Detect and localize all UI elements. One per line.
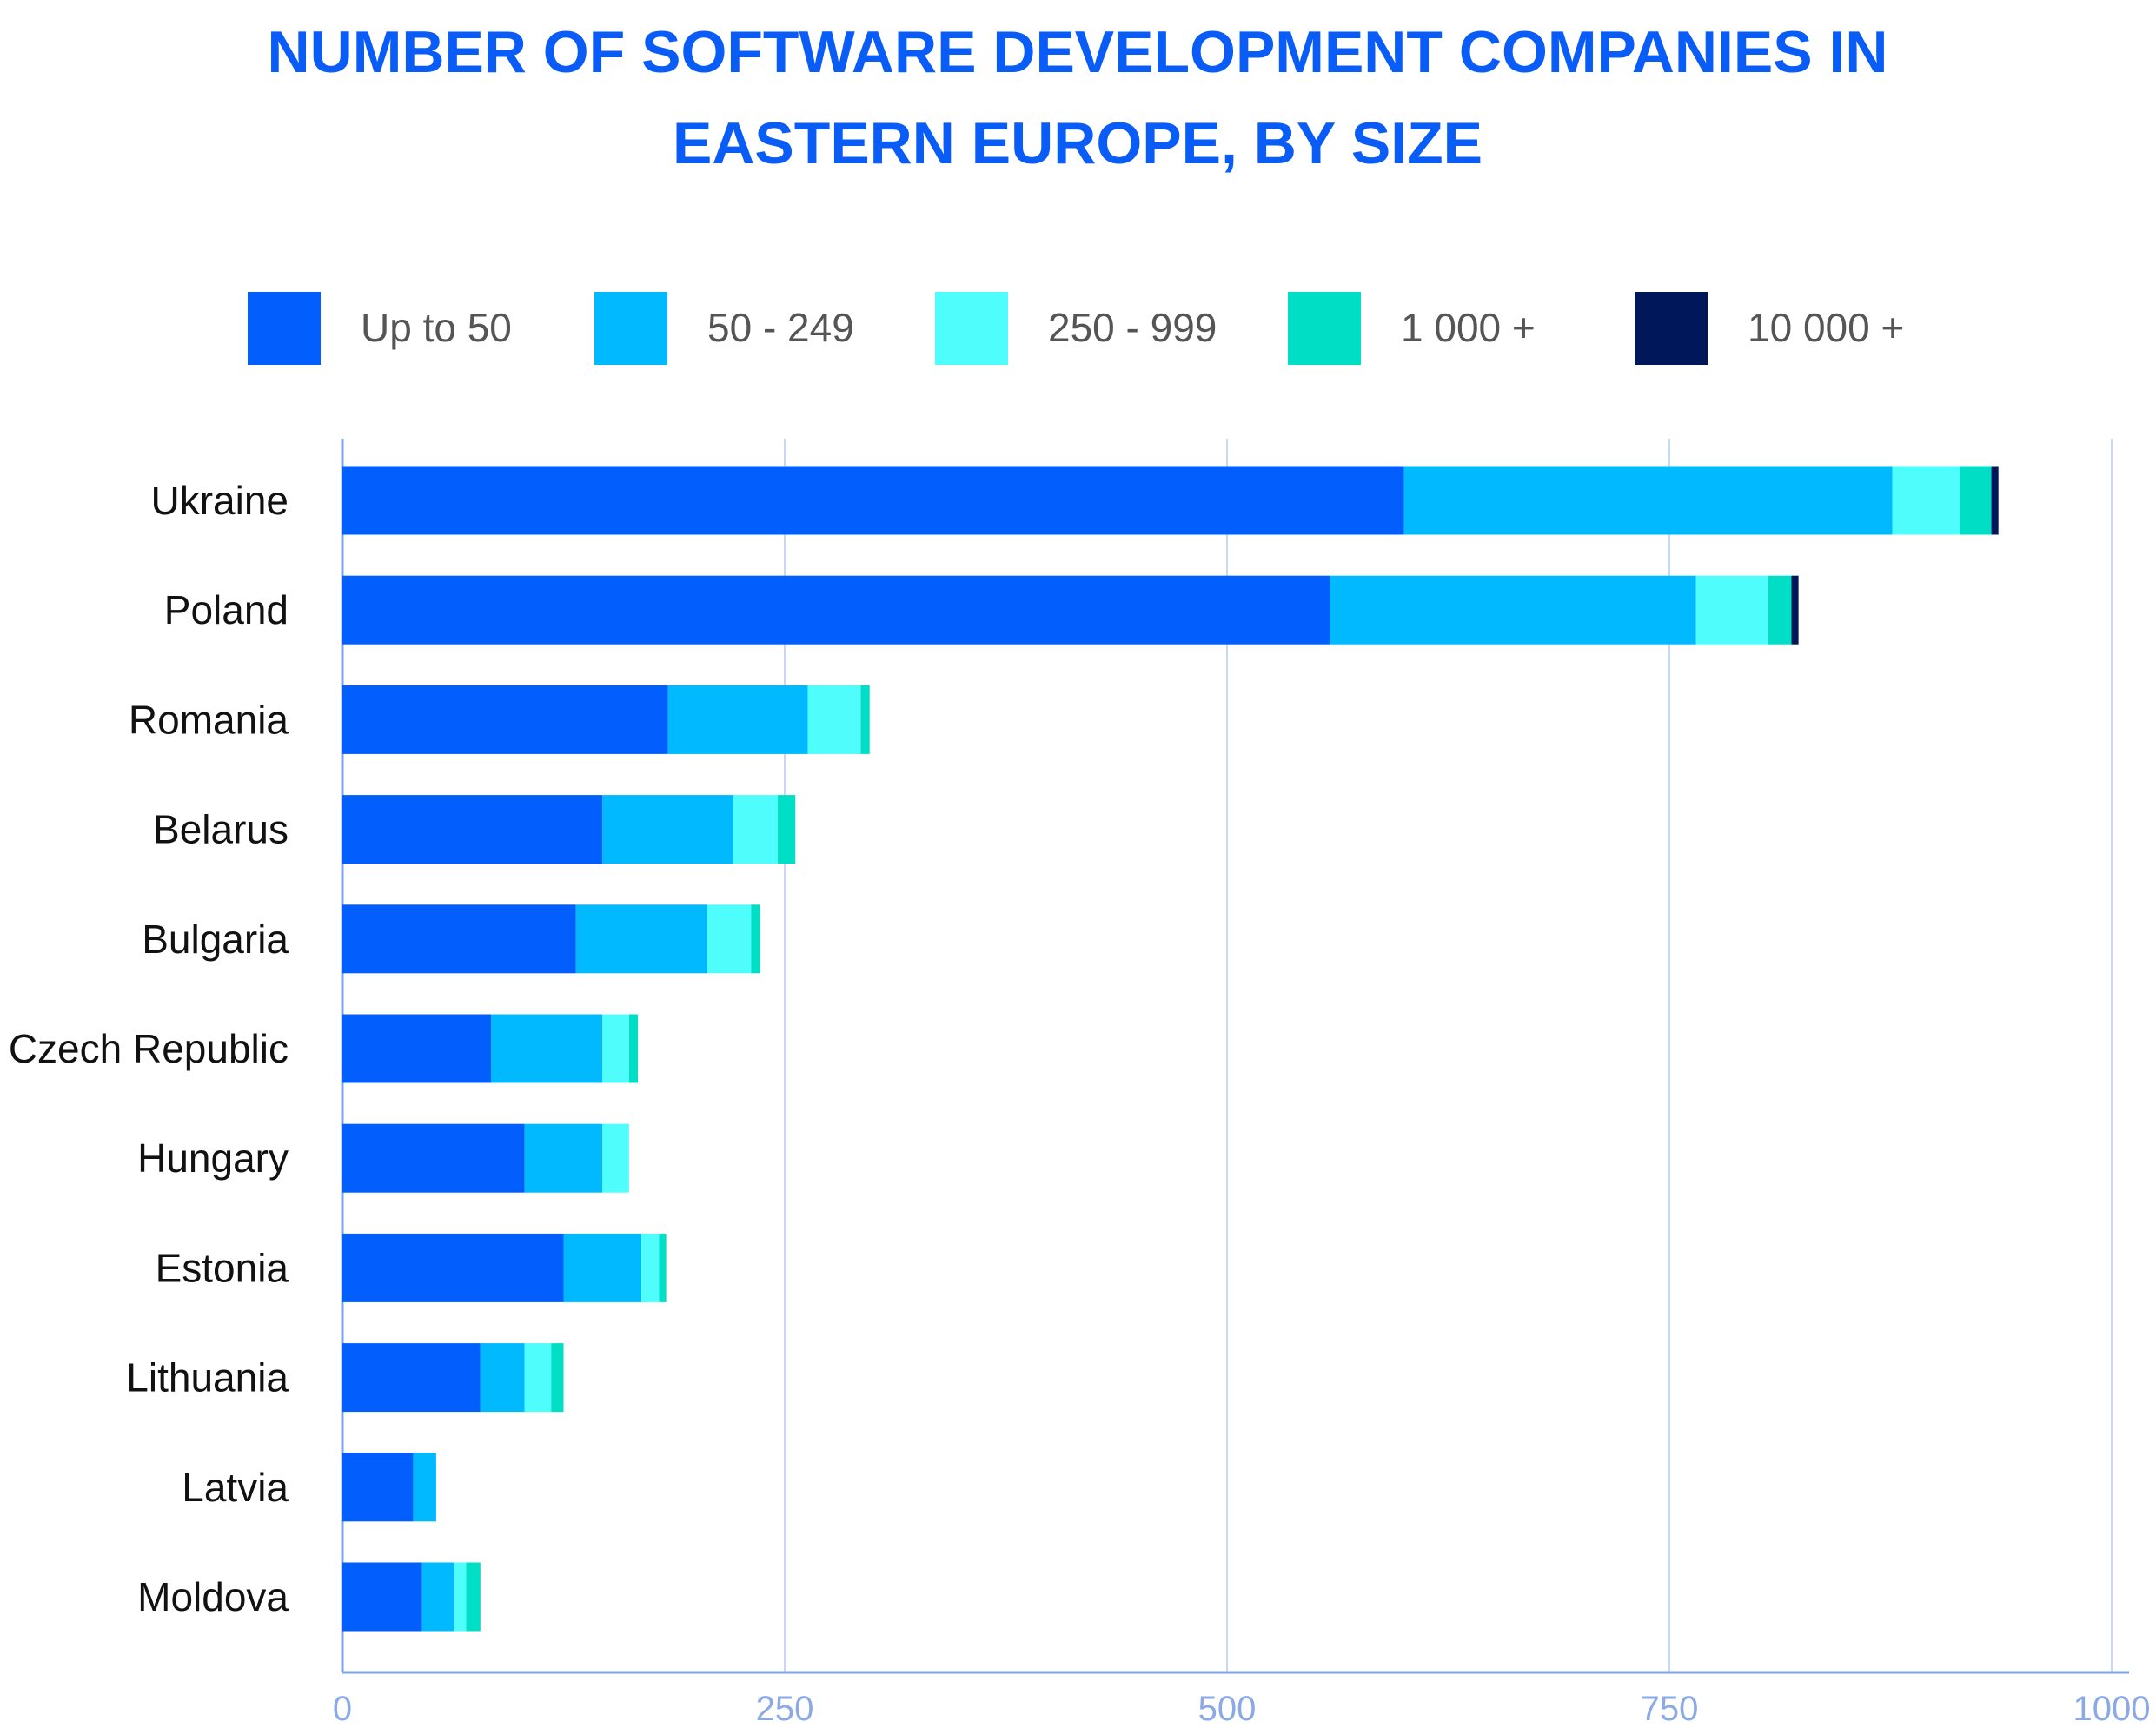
- x-tick-labels: 0 250 500 750 1000: [333, 1690, 2151, 1728]
- bar-segment: [421, 1562, 454, 1632]
- x-tick-label: 500: [1198, 1690, 1257, 1728]
- bar-segment: [1695, 575, 1769, 645]
- bar-segment: [602, 795, 733, 864]
- category-label: Poland: [164, 587, 289, 632]
- bar-segment: [342, 1233, 564, 1302]
- legend-swatch: [594, 292, 667, 365]
- category-label: Bulgaria: [142, 917, 289, 962]
- bar-segment: [342, 466, 1404, 535]
- bar-segment: [777, 795, 796, 864]
- bar-segment: [342, 1343, 481, 1413]
- bar-segment: [659, 1233, 667, 1302]
- bar-segment: [524, 1343, 552, 1413]
- bar-segment: [491, 1014, 603, 1083]
- chart-title-line-1: NUMBER OF SOFTWARE DEVELOPMENT COMPANIES…: [267, 19, 1887, 85]
- category-label: Estonia: [156, 1245, 289, 1290]
- legend-label: 250 - 999: [1048, 305, 1217, 350]
- category-label: Hungary: [137, 1135, 289, 1181]
- bar-segment: [342, 1014, 492, 1083]
- category-label: Lithuania: [126, 1355, 289, 1400]
- bar-segment: [342, 795, 603, 864]
- legend-label: Up to 50: [361, 305, 512, 350]
- bar-segment: [342, 1453, 414, 1522]
- bar-segment: [1768, 575, 1792, 645]
- bar-segment: [575, 904, 707, 974]
- legend-label: 50 - 249: [707, 305, 854, 350]
- x-tick-label: 250: [756, 1690, 814, 1728]
- bars: [342, 466, 1999, 1632]
- category-label: Moldova: [137, 1574, 289, 1619]
- bar-segment: [342, 904, 576, 974]
- legend-swatch: [1288, 292, 1361, 365]
- bar-segment: [602, 1014, 629, 1083]
- bar-segment: [480, 1343, 525, 1413]
- bar-segment: [563, 1233, 642, 1302]
- category-label: Czech Republic: [9, 1026, 289, 1071]
- legend-swatch: [935, 292, 1008, 365]
- bar-segment: [342, 685, 668, 754]
- bar-segment: [342, 575, 1330, 645]
- x-tick-label: 750: [1641, 1690, 1699, 1728]
- bar-segment: [524, 1123, 603, 1193]
- category-label: Ukraine: [150, 478, 289, 523]
- category-label: Latvia: [182, 1465, 289, 1510]
- category-labels: Ukraine Poland Romania Belarus Bulgaria Czech…: [9, 478, 289, 1619]
- bar-segment: [551, 1343, 564, 1413]
- bar-segment: [413, 1453, 436, 1522]
- bar-segment: [751, 904, 760, 974]
- bar-segment: [641, 1233, 660, 1302]
- bar-segment: [860, 685, 870, 754]
- bar-segment: [342, 1123, 525, 1193]
- chart-title-line-2: EASTERN EUROPE, BY SIZE: [673, 110, 1483, 176]
- category-label: Romania: [129, 697, 289, 742]
- legend-label: 1 000 +: [1401, 305, 1536, 350]
- bar-segment: [466, 1562, 481, 1632]
- bar-segment: [667, 685, 808, 754]
- bar-segment: [1991, 466, 1999, 535]
- bar-segment: [628, 1014, 639, 1083]
- legend-swatch: [1635, 292, 1708, 365]
- legend-swatch: [248, 292, 321, 365]
- bar-segment: [342, 1562, 422, 1632]
- bar-segment: [454, 1562, 467, 1632]
- bar-segment: [1330, 575, 1696, 645]
- x-tick-label: 0: [333, 1690, 352, 1728]
- bar-segment: [1791, 575, 1799, 645]
- bar-segment: [707, 904, 752, 974]
- x-tick-label: 1000: [2073, 1690, 2151, 1728]
- bar-segment: [1403, 466, 1893, 535]
- bar-segment: [602, 1123, 629, 1193]
- bar-segment: [733, 795, 778, 864]
- bar-segment: [1959, 466, 1992, 535]
- legend-label: 10 000 +: [1748, 305, 1904, 350]
- bar-segment: [1892, 466, 1960, 535]
- legend: Up to 50 50 - 249 250 - 999 1 000 + 10 000 +: [248, 292, 1904, 365]
- category-label: Belarus: [153, 807, 289, 852]
- bar-segment: [807, 685, 861, 754]
